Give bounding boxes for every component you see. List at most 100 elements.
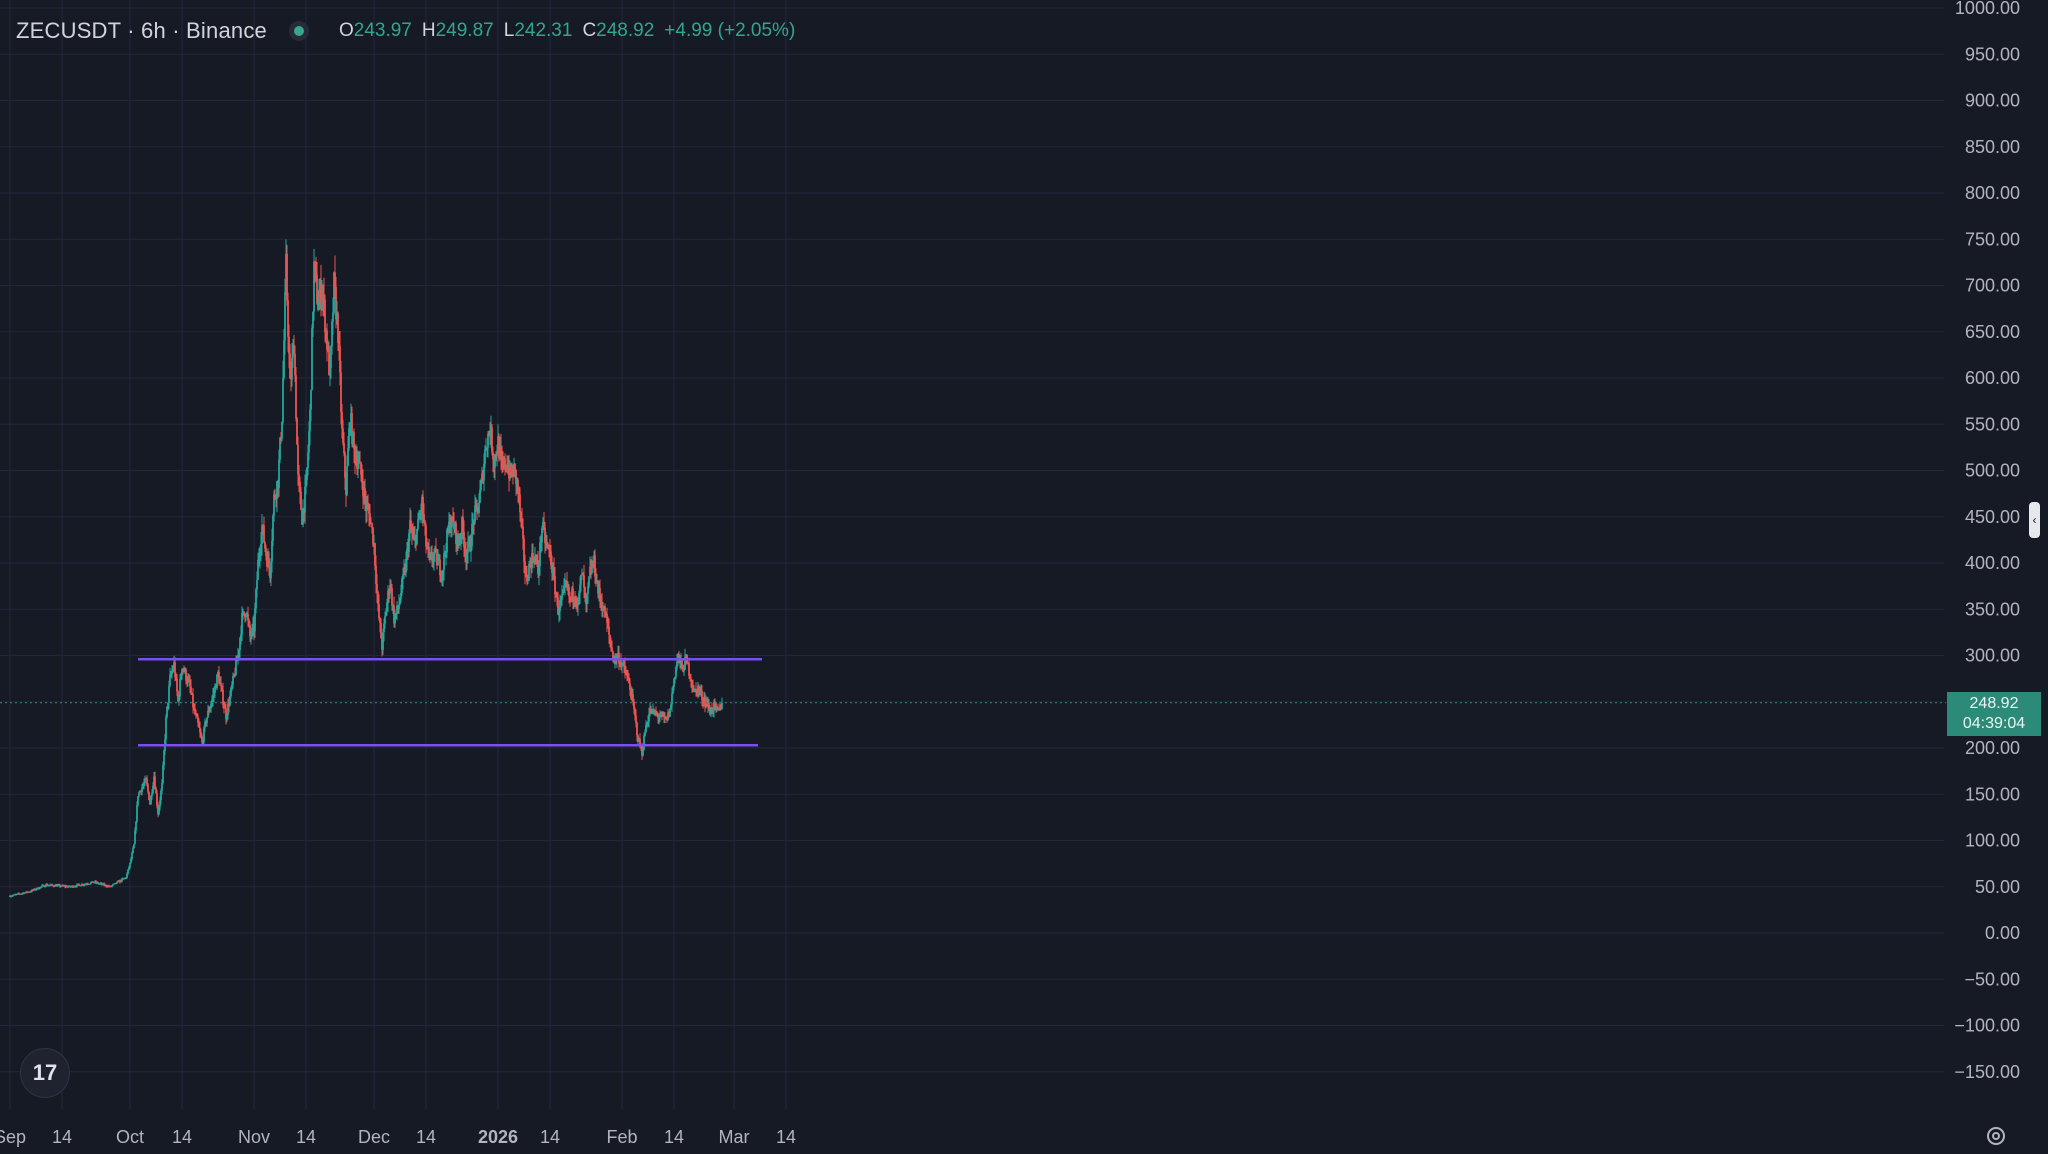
candle-up [121,878,123,882]
candle-down [264,542,266,549]
candle-up [81,884,83,886]
candle-up [117,881,119,883]
price-axis[interactable]: 1000.00 950.00 900.00 850.00 800.00 750.00 700… [1954,0,2020,1082]
candle-down [708,703,710,710]
candle-down [582,573,584,576]
candle-up [232,676,234,685]
price-tick-label: 650.00 [1965,322,2020,342]
time-axis[interactable]: Sep 14 Oct 14 Nov 14 Dec 14 2026 14 Feb 14 Mar 14 [0,1127,796,1147]
candle-up [712,710,714,712]
candle-down [415,536,417,544]
candle-down [425,525,427,547]
candle-down [193,707,195,709]
candle-up [578,593,580,600]
candle-up [100,883,102,885]
candle-up [589,566,591,577]
candle-down [536,561,538,563]
time-tick-label: 2026 [478,1127,518,1147]
candle-up [14,894,16,896]
candle-down [19,893,21,895]
candle-up [672,686,674,694]
candle-up [444,553,446,555]
symbol-title[interactable]: ZECUSDT · 6h · Binance [16,18,267,43]
candle-down [449,521,451,531]
candle-up [460,536,462,539]
candle-up [256,580,258,590]
candle-down [337,313,339,343]
candle-down [53,886,55,888]
candle-up [246,613,248,615]
candle-up [458,543,460,546]
candle-up [676,661,678,668]
candle-down [155,788,157,794]
candle-up [472,520,474,524]
candle-up [309,409,311,432]
candle-down [553,567,555,576]
settings-icon[interactable] [1984,1124,2008,1148]
candle-down [623,662,625,666]
tradingview-logo-icon[interactable]: 17 [20,1048,70,1098]
candle-down [185,669,187,681]
candle-down [411,528,413,534]
horizontal-lines[interactable] [0,657,1946,747]
candle-up [470,546,472,552]
candle-up [648,714,650,722]
candle-up [38,888,40,890]
candle-down [627,676,629,679]
candle-up [127,869,129,874]
candle-down [477,507,479,513]
candle-up [680,660,682,664]
market-status-icon[interactable] [288,21,309,41]
candle-up [355,458,357,462]
candle-up [271,540,273,562]
candle-up [13,894,15,896]
candle-up [166,706,168,718]
candle-down [452,516,454,522]
candle-down [469,540,471,552]
candle-up [240,634,242,638]
time-tick-label: 14 [172,1127,192,1147]
candle-up [446,529,448,553]
candle-up [318,297,320,310]
price-tick-label: 350.00 [1965,599,2020,619]
candle-up [89,883,91,885]
candle-down [695,688,697,690]
candle-down [37,887,39,889]
price-tick-label: 500.00 [1965,461,2020,481]
candle-down [626,674,628,677]
price-tick-label: 0.00 [1985,923,2020,943]
candle-down [666,717,668,721]
candle-down [365,499,367,511]
candle-down [301,509,303,525]
candle-up [700,690,702,692]
candle-down [576,603,578,606]
candle-up [65,886,67,888]
candle-up [563,585,565,591]
candle-down [682,667,684,672]
candle-down [391,588,393,606]
candle-down [316,274,318,304]
collapse-panel-icon[interactable]: ‹ [2029,502,2040,538]
candle-up [184,669,186,672]
candle-up [257,559,259,581]
candle-down [549,548,551,552]
candle-up [471,523,473,547]
candle-down [176,678,178,692]
candle-down [370,523,372,525]
candle-down [199,727,201,733]
candle-down [628,678,630,684]
bar-countdown: 04:39:04 [1962,715,2026,732]
candle-up [319,283,321,298]
candle-up [163,750,165,766]
candle-up [605,613,607,618]
candle-up [270,561,272,579]
candle-down [463,531,465,548]
candle-down [265,548,267,556]
candle-down [661,713,663,715]
candle-up [71,885,73,887]
candle-down [522,526,524,539]
candle-down [690,678,692,681]
candle-down [568,586,570,597]
price-tick-label: 700.00 [1965,276,2020,296]
